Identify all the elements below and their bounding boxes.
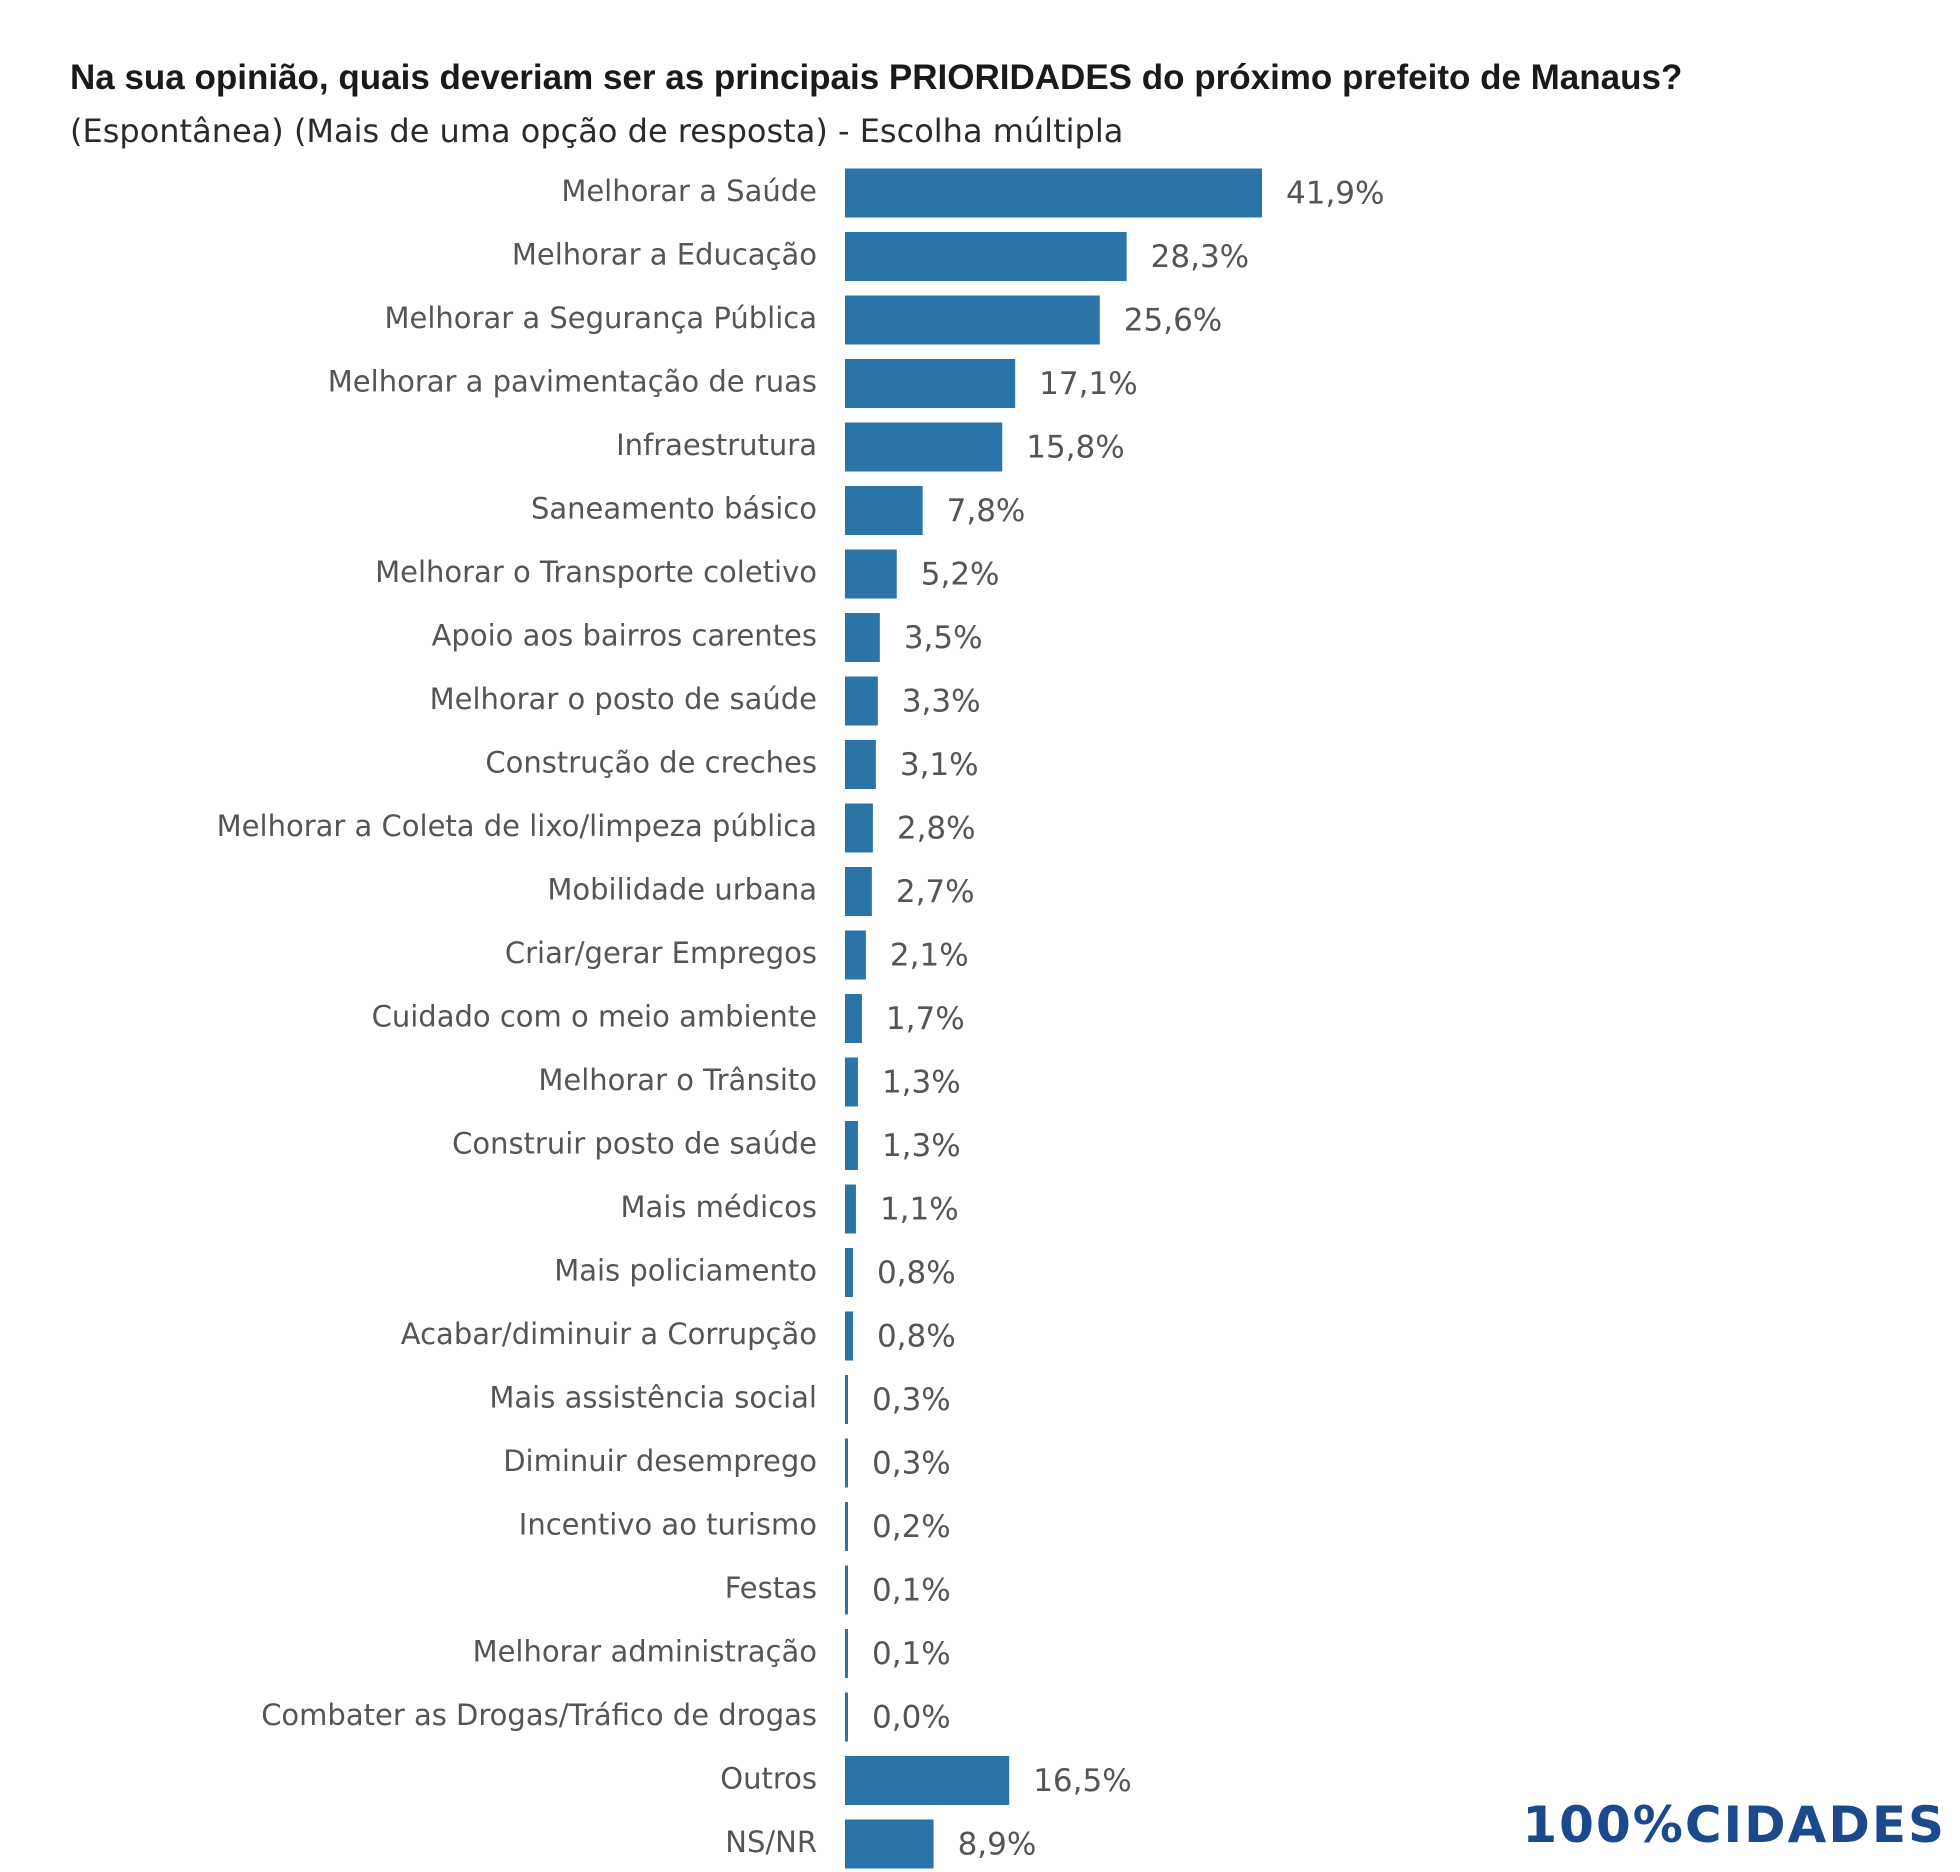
- bar: [845, 1184, 856, 1234]
- bar: [845, 1692, 848, 1742]
- bar: [845, 359, 1016, 408]
- category-label: Melhorar a Educação: [512, 238, 817, 272]
- value-label: 0,1%: [872, 1636, 951, 1672]
- bar: [845, 168, 1262, 218]
- bar: [845, 1502, 848, 1551]
- category-label: Apoio aos bairros carentes: [432, 619, 817, 653]
- bar: [845, 1756, 1010, 1805]
- category-label: Cuidado com o meio ambiente: [372, 1000, 817, 1034]
- category-label: Mais assistência social: [489, 1381, 817, 1415]
- bar: [845, 1248, 853, 1297]
- category-label: Melhorar administração: [473, 1635, 817, 1669]
- category-label: Acabar/diminuir a Corrupção: [401, 1317, 817, 1351]
- bar: [845, 1375, 848, 1424]
- value-label: 15,8%: [1026, 430, 1124, 466]
- bar: [845, 486, 923, 535]
- value-label: 3,1%: [900, 747, 979, 783]
- chart-subtitle: (Espontânea) (Mais de uma opção de respo…: [70, 112, 1124, 150]
- value-label: 0,1%: [872, 1573, 951, 1609]
- value-label: 5,2%: [921, 557, 1000, 593]
- category-label: Combater as Drogas/Tráfico de drogas: [261, 1698, 817, 1732]
- bar: [845, 676, 878, 726]
- category-label: Infraestrutura: [616, 428, 817, 462]
- category-label: Diminuir desemprego: [503, 1444, 817, 1478]
- value-label: 0,8%: [877, 1319, 956, 1355]
- bar: [845, 867, 872, 916]
- value-label: 1,3%: [882, 1065, 961, 1101]
- category-label: Melhorar o Transporte coletivo: [375, 555, 817, 589]
- category-label: Outros: [720, 1762, 817, 1796]
- value-label: 7,8%: [947, 493, 1026, 529]
- value-label: 0,3%: [872, 1446, 951, 1482]
- value-label: 1,7%: [886, 1001, 965, 1037]
- category-label: Melhorar a Saúde: [561, 174, 817, 208]
- bar: [845, 1311, 853, 1361]
- bar: [845, 803, 873, 853]
- brand-logo: 100%CIDADES: [1522, 1796, 1946, 1854]
- bar: [845, 994, 862, 1043]
- value-label: 2,8%: [897, 811, 976, 847]
- bar: [845, 613, 880, 662]
- logo-word: CIDADES: [1684, 1796, 1946, 1854]
- value-label: 16,5%: [1033, 1763, 1131, 1799]
- value-label: 8,9%: [958, 1827, 1037, 1863]
- bar: [845, 1121, 858, 1170]
- value-label: 28,3%: [1151, 239, 1249, 275]
- bar: [845, 1565, 848, 1615]
- category-label: Mobilidade urbana: [547, 873, 817, 907]
- category-label: Melhorar a Segurança Pública: [384, 301, 817, 335]
- bar: [845, 1819, 934, 1869]
- bar: [845, 422, 1003, 472]
- category-label: Mais médicos: [620, 1190, 817, 1224]
- category-label: Incentivo ao turismo: [519, 1508, 817, 1542]
- category-label: Saneamento básico: [531, 492, 817, 526]
- category-label: Melhorar a pavimentação de ruas: [328, 365, 817, 399]
- bar: [845, 740, 876, 789]
- chart-title: Na sua opinião, quais deveriam ser as pr…: [70, 58, 1683, 97]
- bar: [845, 930, 866, 980]
- value-label: 1,1%: [880, 1192, 959, 1228]
- category-label: Mais policiamento: [554, 1254, 817, 1288]
- category-label: NS/NR: [725, 1825, 817, 1859]
- category-label: Melhorar o Trânsito: [538, 1063, 817, 1097]
- category-label: Criar/gerar Empregos: [505, 936, 817, 970]
- bar: [845, 1057, 858, 1107]
- value-label: 25,6%: [1124, 303, 1222, 339]
- value-label: 41,9%: [1286, 176, 1384, 212]
- bar: [845, 295, 1100, 345]
- category-label: Melhorar o posto de saúde: [430, 682, 817, 716]
- logo-digits: 100%: [1522, 1796, 1685, 1854]
- value-label: 0,8%: [877, 1255, 956, 1291]
- value-label: 3,3%: [902, 684, 981, 720]
- value-label: 2,1%: [890, 938, 969, 974]
- value-label: 3,5%: [904, 620, 983, 656]
- value-label: 0,0%: [872, 1700, 951, 1736]
- category-label: Construir posto de saúde: [452, 1127, 817, 1161]
- category-label: Melhorar a Coleta de lixo/limpeza públic…: [217, 809, 817, 843]
- bar: [845, 549, 897, 599]
- value-label: 0,2%: [872, 1509, 951, 1545]
- bar: [845, 232, 1127, 281]
- category-label: Festas: [725, 1571, 817, 1605]
- value-label: 17,1%: [1039, 366, 1137, 402]
- bar: [845, 1438, 848, 1488]
- bar: [845, 1629, 848, 1678]
- value-label: 1,3%: [882, 1128, 961, 1164]
- value-label: 0,3%: [872, 1382, 951, 1418]
- category-label: Construção de creches: [485, 746, 817, 780]
- value-label: 2,7%: [896, 874, 975, 910]
